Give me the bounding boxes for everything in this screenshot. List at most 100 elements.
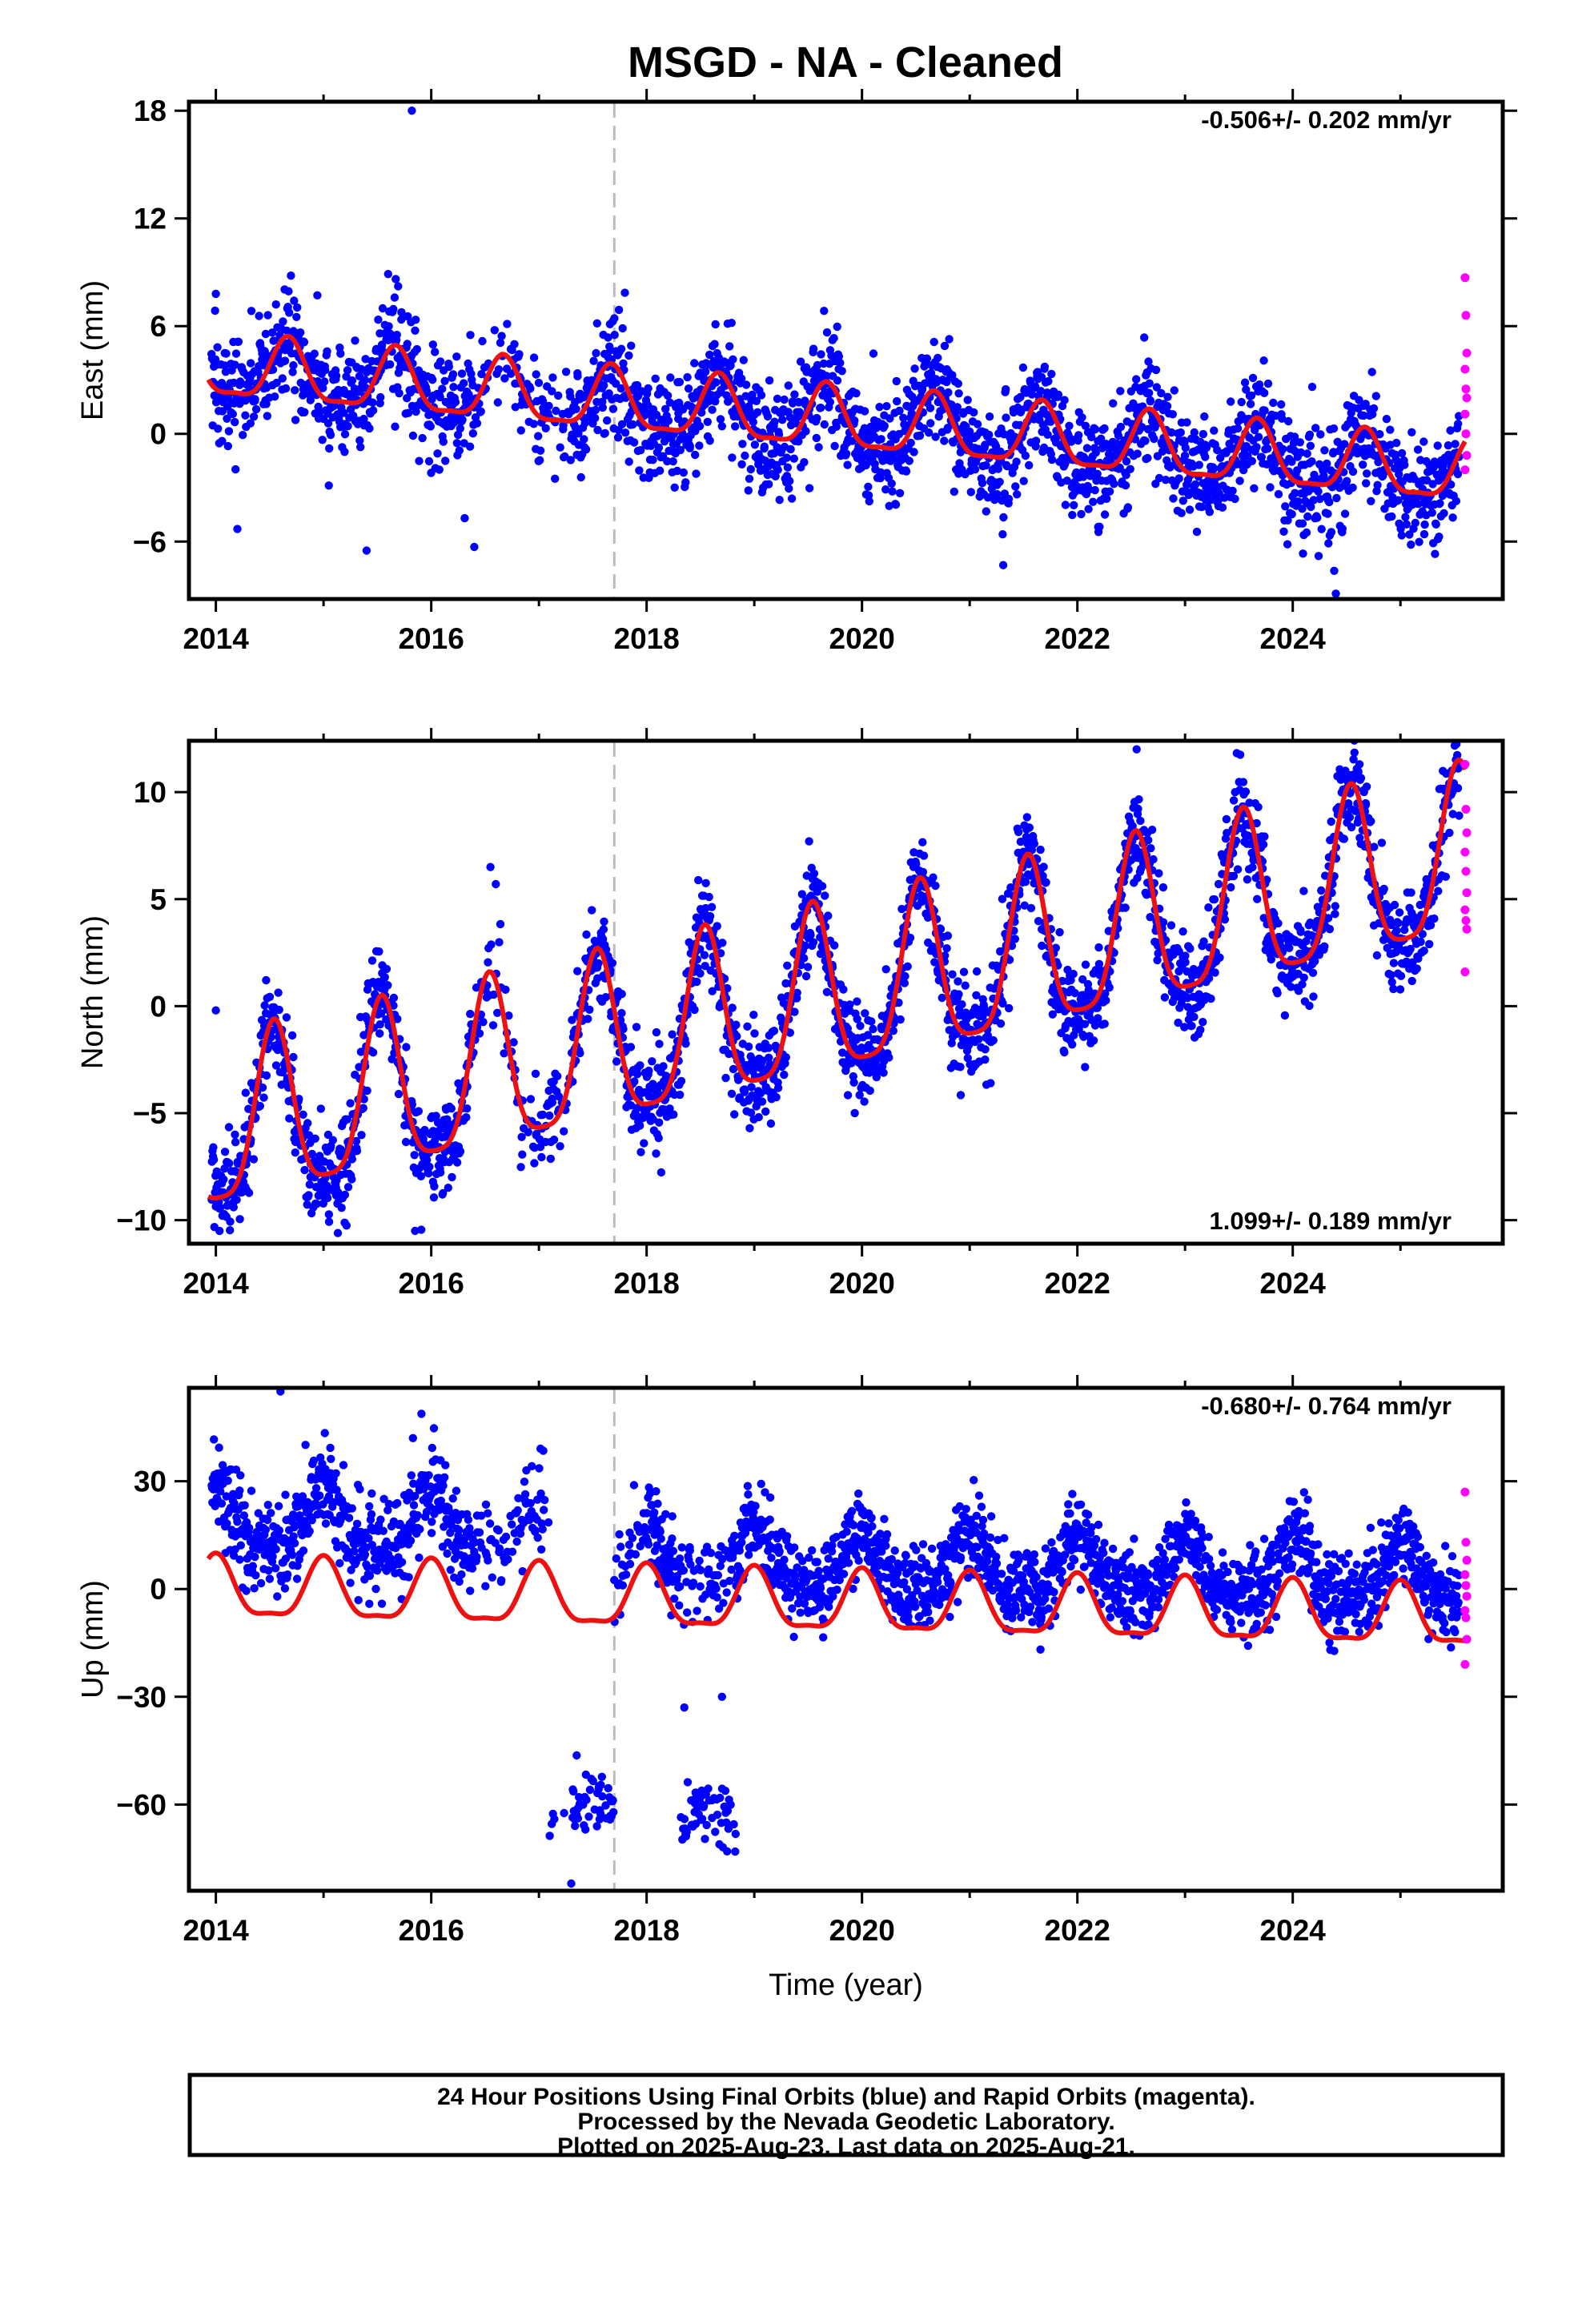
- data-point: [1100, 1019, 1109, 1028]
- data-point: [1255, 380, 1264, 389]
- data-point: [1228, 486, 1237, 496]
- data-point: [821, 891, 829, 900]
- data-point: [1279, 527, 1288, 536]
- data-point: [488, 1021, 498, 1030]
- data-point-outlier: [383, 270, 392, 279]
- data-point: [1109, 399, 1118, 408]
- data-point: [598, 403, 607, 412]
- data-point: [1036, 845, 1045, 854]
- data-point: [1420, 520, 1429, 529]
- data-point: [1254, 432, 1263, 441]
- data-point: [441, 456, 450, 465]
- data-point: [310, 349, 319, 358]
- data-point: [1180, 1023, 1189, 1031]
- data-point: [978, 1012, 987, 1021]
- data-point: [931, 432, 940, 441]
- data-point: [1022, 832, 1031, 842]
- data-point-outlier: [1331, 589, 1340, 598]
- data-point: [1060, 396, 1069, 404]
- data-point: [820, 420, 829, 429]
- data-point: [974, 1035, 983, 1044]
- data-point: [1290, 432, 1299, 441]
- data-point: [999, 513, 1008, 522]
- data-point: [1415, 537, 1423, 546]
- data-point: [397, 308, 406, 317]
- data-point: [487, 940, 496, 949]
- data-point: [861, 1009, 869, 1018]
- data-point: [402, 1043, 411, 1051]
- data-point: [661, 404, 670, 413]
- data-point: [856, 1021, 865, 1031]
- data-point: [288, 368, 297, 376]
- data-point: [737, 374, 746, 383]
- data-point: [1048, 1010, 1058, 1019]
- data-point: [265, 992, 275, 1002]
- data-point: [323, 419, 333, 428]
- data-point: [1389, 959, 1399, 967]
- data-point: [822, 987, 832, 997]
- data-point: [359, 1095, 368, 1104]
- data-point: [431, 348, 440, 356]
- data-point: [953, 403, 962, 412]
- data-point: [1039, 862, 1048, 871]
- data-point: [1231, 494, 1239, 504]
- data-point: [231, 464, 240, 474]
- data-point: [1359, 460, 1367, 469]
- data-point: [1060, 1047, 1069, 1057]
- data-point: [218, 436, 227, 445]
- data-point: [573, 372, 582, 380]
- data-point: [1077, 509, 1086, 519]
- data-point: [961, 981, 970, 990]
- data-point: [246, 419, 255, 428]
- data-point: [1233, 865, 1243, 874]
- data-point: [357, 1131, 366, 1140]
- data-point: [1316, 430, 1325, 439]
- data-point: [588, 906, 596, 915]
- data-point: [1051, 943, 1061, 952]
- data-point: [1260, 832, 1269, 841]
- data-point: [1174, 474, 1183, 483]
- data-point: [1115, 463, 1124, 472]
- data-point: [850, 1108, 859, 1118]
- data-point: [725, 342, 734, 351]
- data-point-outlier: [408, 107, 416, 115]
- data-point: [970, 465, 980, 474]
- data-point: [773, 1084, 783, 1092]
- data-point: [899, 413, 908, 422]
- data-point: [685, 441, 694, 451]
- data-point: [601, 945, 611, 954]
- data-point: [282, 1013, 291, 1022]
- data-point: [343, 1183, 353, 1192]
- data-point: [452, 1158, 462, 1167]
- data-point: [728, 1003, 737, 1012]
- data-point: [284, 287, 293, 296]
- data-point: [1166, 461, 1175, 470]
- data-point: [1021, 451, 1030, 460]
- data-point: [1019, 476, 1028, 485]
- data-point: [1102, 494, 1111, 503]
- data-point: [285, 308, 294, 317]
- data-point: [211, 306, 219, 316]
- data-point: [1246, 400, 1255, 408]
- data-point: [632, 1023, 641, 1031]
- data-point: [494, 365, 504, 374]
- data-point: [1211, 968, 1219, 977]
- data-point: [280, 356, 290, 365]
- data-point: [618, 324, 627, 333]
- data-point: [998, 561, 1008, 569]
- data-point: [690, 1005, 699, 1015]
- data-point: [1278, 414, 1287, 423]
- data-point: [624, 351, 633, 360]
- data-point: [839, 985, 848, 994]
- data-point: [1391, 947, 1400, 957]
- data-point: [1181, 444, 1191, 452]
- data-point: [993, 490, 1002, 499]
- data-point: [1044, 376, 1053, 386]
- data-point: [1293, 466, 1302, 475]
- data-point: [1195, 460, 1204, 469]
- data-point: [391, 275, 400, 283]
- data-point: [1080, 1019, 1090, 1029]
- x-tick-label: 2014: [183, 622, 249, 655]
- data-point: [632, 380, 642, 390]
- data-point: [891, 501, 901, 509]
